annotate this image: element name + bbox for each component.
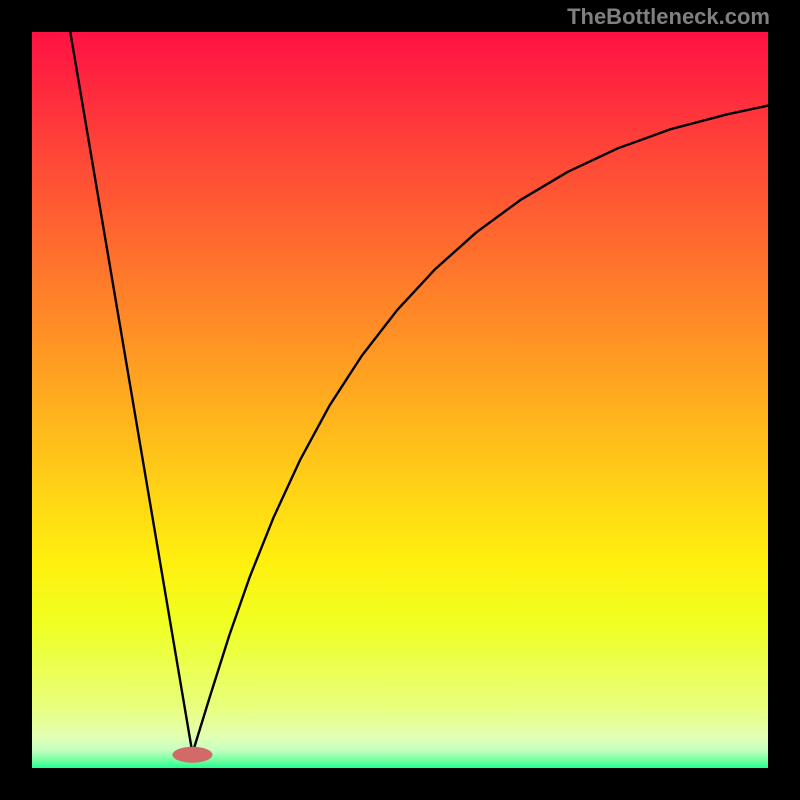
watermark-text: TheBottleneck.com [567, 4, 770, 30]
plot-area [32, 32, 768, 768]
optimum-marker [172, 747, 212, 763]
gradient-background [32, 32, 768, 768]
plot-svg [32, 32, 768, 768]
chart-container: TheBottleneck.com [0, 0, 800, 800]
